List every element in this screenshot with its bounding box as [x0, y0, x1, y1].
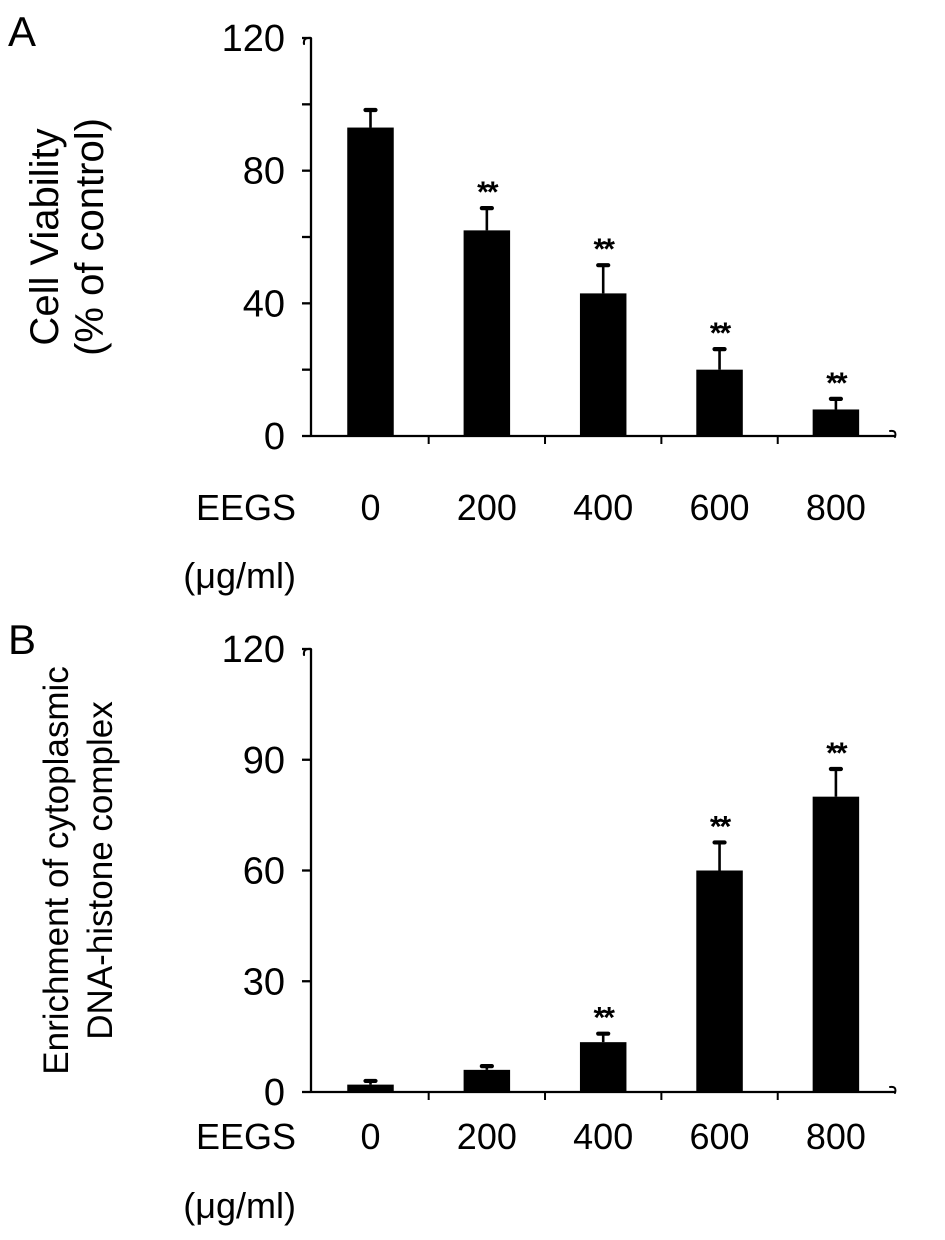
svg-text:80: 80: [243, 151, 285, 193]
svg-text:**: **: [826, 737, 848, 770]
svg-text:EEGS: EEGS: [196, 1116, 296, 1157]
svg-text:120: 120: [222, 18, 285, 60]
svg-text:B: B: [8, 616, 36, 663]
svg-text:800: 800: [806, 1116, 866, 1157]
svg-text:200: 200: [457, 487, 517, 528]
svg-text:Cell Viability: Cell Viability: [23, 128, 67, 345]
svg-text:**: **: [477, 176, 499, 209]
svg-text:**: **: [594, 233, 616, 266]
svg-text:0: 0: [360, 1116, 380, 1157]
svg-text:800: 800: [806, 487, 866, 528]
svg-text:30: 30: [243, 961, 285, 1003]
svg-text:(μg/ml): (μg/ml): [183, 1185, 296, 1226]
svg-text:0: 0: [360, 487, 380, 528]
svg-text:600: 600: [690, 1116, 750, 1157]
svg-text:**: **: [594, 1002, 616, 1035]
svg-text:600: 600: [690, 487, 750, 528]
svg-text:Enrichment of cytoplasmic: Enrichment of cytoplasmic: [37, 666, 76, 1074]
svg-text:0: 0: [264, 1072, 285, 1114]
svg-text:**: **: [710, 810, 732, 843]
svg-text:EEGS: EEGS: [196, 487, 296, 528]
svg-text:0: 0: [264, 416, 285, 458]
svg-text:(% of control): (% of control): [68, 118, 112, 356]
svg-text:A: A: [8, 8, 36, 55]
svg-text:400: 400: [573, 1116, 633, 1157]
svg-text:400: 400: [573, 487, 633, 528]
svg-text:40: 40: [243, 283, 285, 325]
svg-text:120: 120: [222, 629, 285, 671]
svg-text:**: **: [826, 367, 848, 400]
svg-text:(μg/ml): (μg/ml): [183, 555, 296, 596]
svg-text:200: 200: [457, 1116, 517, 1157]
svg-text:60: 60: [243, 851, 285, 893]
svg-text:90: 90: [243, 740, 285, 782]
svg-text:DNA-histone complex: DNA-histone complex: [81, 701, 120, 1040]
svg-text:**: **: [710, 317, 732, 350]
